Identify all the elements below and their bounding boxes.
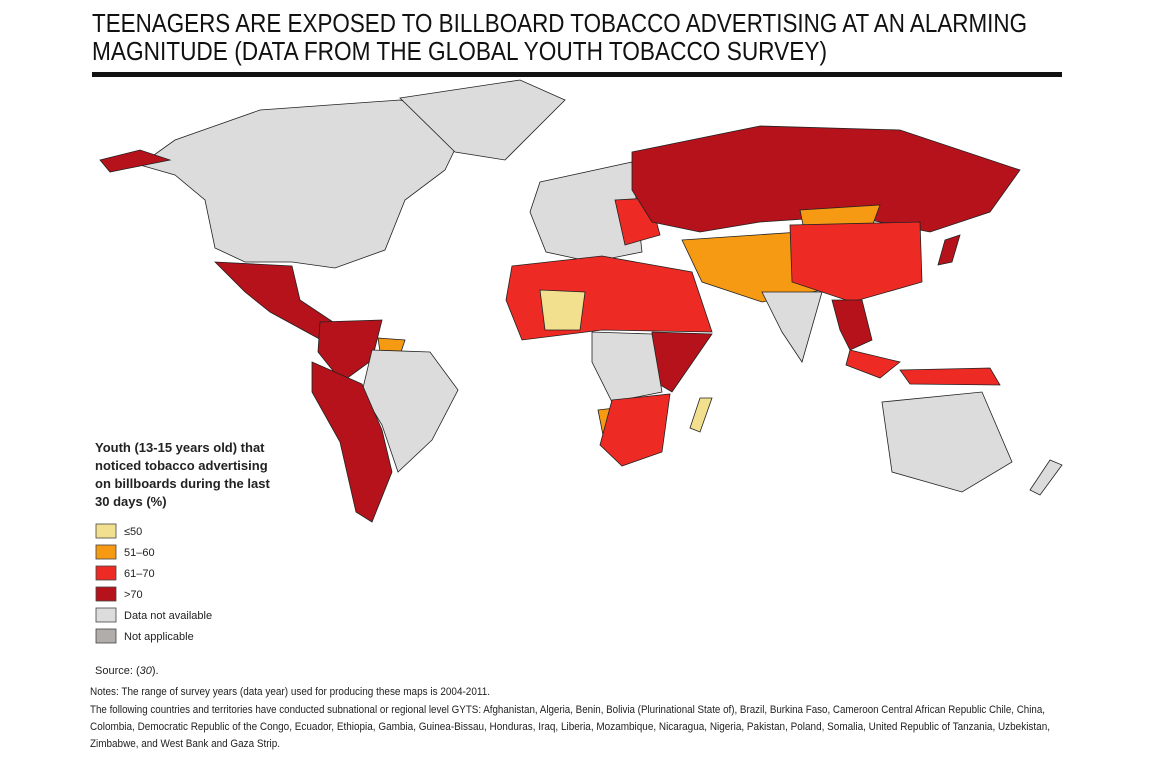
legend-label: Not applicable bbox=[124, 631, 194, 643]
legend-swatch bbox=[95, 565, 117, 581]
north-america bbox=[139, 99, 471, 269]
greenland bbox=[399, 79, 566, 161]
legend-swatch bbox=[95, 586, 117, 602]
southern-africa bbox=[599, 393, 671, 467]
legend-label: 61–70 bbox=[124, 568, 155, 580]
southern-south-america bbox=[311, 361, 393, 523]
note-line: Colombia, Democratic Republic of the Con… bbox=[90, 721, 1050, 733]
note-line: The following countries and territories … bbox=[90, 704, 1045, 716]
china bbox=[789, 221, 923, 303]
note-line: Notes: The range of survey years (data y… bbox=[90, 686, 490, 698]
legend-title: noticed tobacco advertising bbox=[95, 458, 268, 473]
source: Source: (30). bbox=[95, 665, 159, 677]
legend-swatch bbox=[95, 628, 117, 644]
source-suffix: ). bbox=[152, 665, 159, 677]
west-africa bbox=[539, 289, 586, 331]
title-line: TEENAGERS ARE EXPOSED TO BILLBOARD TOBAC… bbox=[92, 8, 1027, 38]
title-rule bbox=[92, 72, 1062, 77]
east-africa bbox=[651, 331, 713, 393]
legend-swatch bbox=[95, 607, 117, 623]
legend-title: 30 days (%) bbox=[95, 494, 167, 509]
legend-title: Youth (13-15 years old) that bbox=[95, 440, 265, 455]
legend-label: ≤50 bbox=[124, 526, 142, 538]
legend-title: on billboards during the last bbox=[95, 476, 270, 491]
madagascar bbox=[689, 397, 713, 433]
note-line: Zimbabwe, and West Bank and Gaza Strip. bbox=[90, 738, 280, 750]
source-prefix: Source: ( bbox=[95, 665, 140, 677]
legend-label: 51–60 bbox=[124, 547, 155, 559]
indonesia bbox=[845, 349, 1001, 386]
title-line: MAGNITUDE (DATA FROM THE GLOBAL YOUTH TO… bbox=[92, 36, 827, 66]
southeast-asia bbox=[831, 299, 873, 351]
central-africa bbox=[591, 331, 663, 403]
alaska bbox=[99, 149, 172, 173]
source-ref: 30 bbox=[140, 665, 153, 677]
legend-swatch bbox=[95, 523, 117, 539]
japan bbox=[937, 234, 961, 266]
legend: ≤50 51–60 61–70 >70 Data not available Not ap… bbox=[95, 523, 212, 644]
world-map bbox=[99, 79, 1063, 523]
australia bbox=[881, 391, 1013, 493]
north-africa bbox=[505, 255, 713, 341]
india bbox=[761, 291, 823, 363]
legend-label: Data not available bbox=[124, 610, 212, 622]
legend-label: >70 bbox=[124, 589, 143, 601]
new-zealand bbox=[1029, 459, 1063, 496]
legend-swatch bbox=[95, 544, 117, 560]
northern-south-america bbox=[317, 319, 383, 383]
